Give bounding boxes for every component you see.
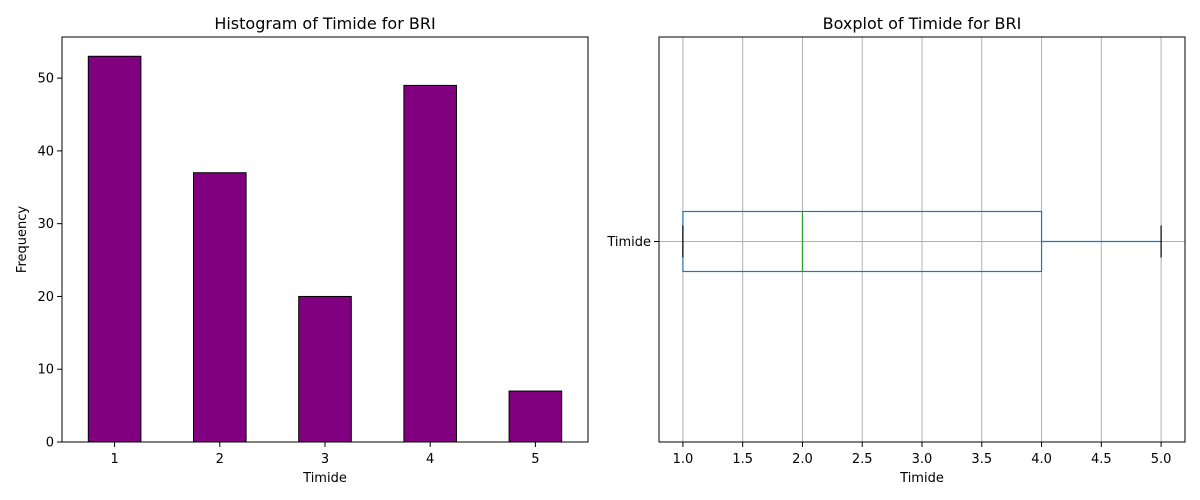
y-tick-label: 10 xyxy=(37,363,54,378)
x-tick-label: 5 xyxy=(531,452,539,467)
y-tick-label: 40 xyxy=(37,144,54,159)
y-tick-label: 50 xyxy=(37,72,54,87)
x-tick-label: 2.0 xyxy=(792,452,813,467)
x-tick-label: 4.0 xyxy=(1031,452,1052,467)
y-tick-label: 0 xyxy=(46,436,54,451)
x-tick-label: 1 xyxy=(110,452,118,467)
x-tick-label: 4.5 xyxy=(1091,452,1112,467)
y-tick-label: 30 xyxy=(37,217,54,232)
histogram-bar xyxy=(508,390,563,443)
x-axis-label: Timide xyxy=(899,471,944,486)
histogram-axes-frame xyxy=(61,36,589,443)
y-tick-label: 20 xyxy=(37,290,54,305)
x-tick-label: 3.5 xyxy=(971,452,992,467)
x-tick-label: 4 xyxy=(426,452,434,467)
histogram-bar xyxy=(193,172,247,443)
y-category-label: Timide xyxy=(606,235,651,250)
x-tick-label: 1.5 xyxy=(732,452,753,467)
histogram-bar xyxy=(298,295,352,443)
boxplot-axes-frame xyxy=(658,36,1186,443)
histogram-panel: Histogram of Timide for BRI 0 10 20 30 40 50 1 2… xyxy=(15,14,589,486)
x-tick-label: 2.5 xyxy=(852,452,873,467)
boxplot-title: Boxplot of Timide for BRI xyxy=(823,14,1022,33)
x-tick-label: 3.0 xyxy=(912,452,933,467)
histogram-bar xyxy=(87,55,142,443)
boxplot-panel: Boxplot of Timide for BRI 1.0 1.5 2.0 2.5 3.0… xyxy=(606,14,1186,486)
x-tick-label: 3 xyxy=(321,452,329,467)
x-tick-label: 2 xyxy=(216,452,224,467)
histogram-bar xyxy=(403,84,457,443)
histogram-title: Histogram of Timide for BRI xyxy=(214,14,435,33)
x-tick-label: 1.0 xyxy=(673,452,694,467)
y-axis-label: Frequency xyxy=(15,206,30,273)
x-tick-label: 5.0 xyxy=(1151,452,1172,467)
x-axis-label: Timide xyxy=(302,471,347,486)
